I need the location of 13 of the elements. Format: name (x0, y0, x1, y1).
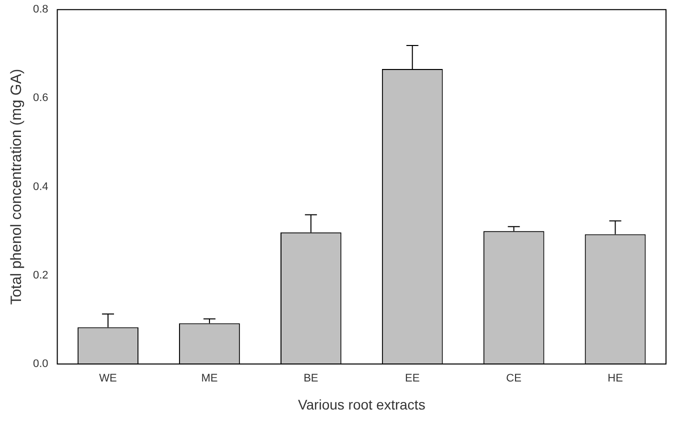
x-tick-label: HE (608, 372, 623, 385)
y-tick-label: 0.2 (32, 269, 48, 282)
x-tick-label: WE (99, 372, 117, 385)
y-axis-title: Total phenol concentration (mg GA) (8, 68, 26, 305)
x-tick-label: CE (506, 372, 522, 385)
x-tick-label: EE (405, 372, 420, 385)
y-tick-label: 0.0 (32, 358, 48, 370)
x-axis-title: Various root extracts (298, 396, 426, 412)
y-tick-label: 0.8 (32, 4, 48, 16)
x-tick-label: ME (201, 372, 218, 385)
x-tick-label: BE (304, 372, 318, 385)
y-tick-label: 0.4 (32, 180, 48, 193)
y-tick-label: 0.6 (32, 92, 48, 104)
